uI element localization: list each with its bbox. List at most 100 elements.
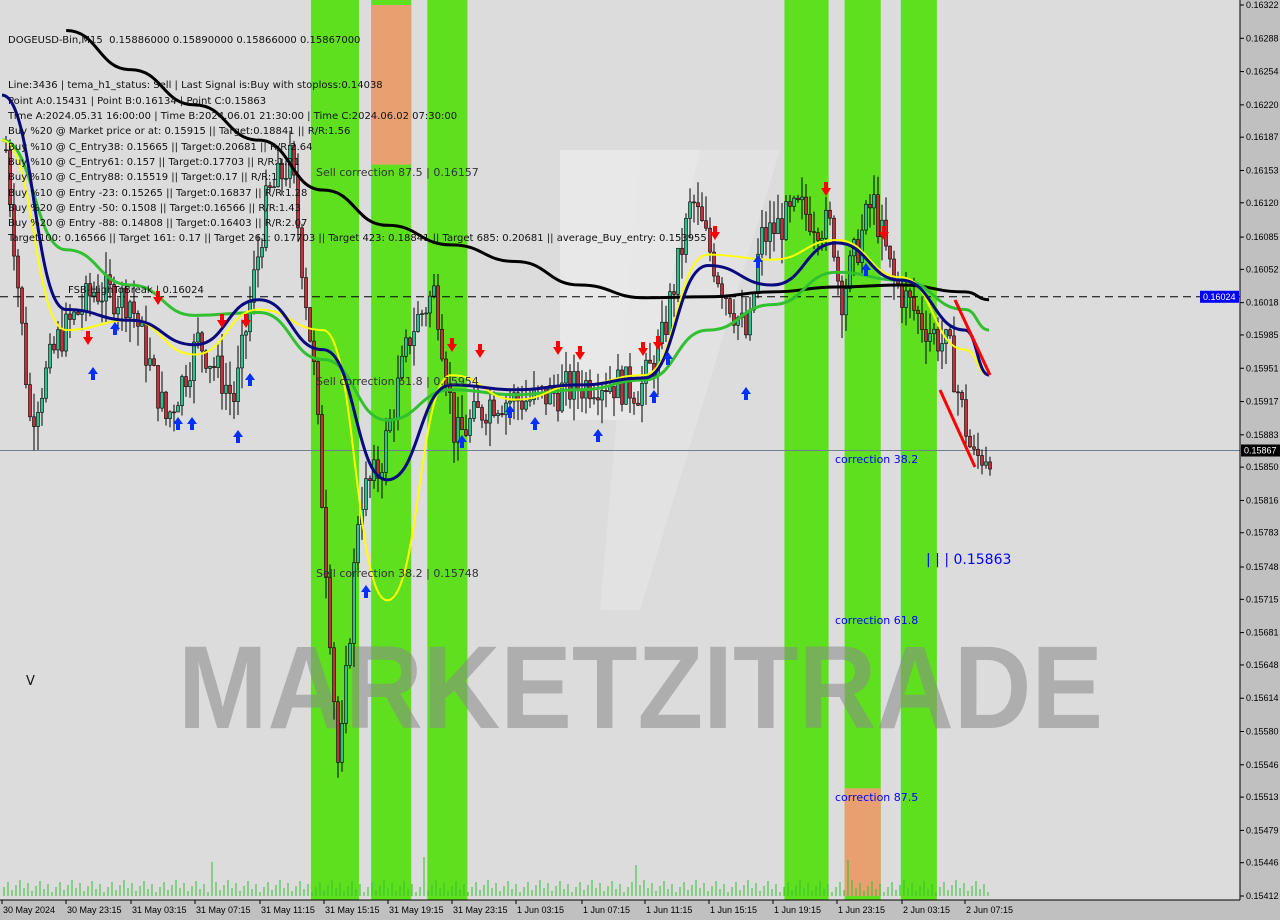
candle-body [308, 307, 312, 342]
candle [336, 696, 340, 778]
candle-body [328, 577, 332, 649]
candle-body [860, 229, 864, 263]
candle [308, 306, 312, 343]
y-tick-label: 0.16220 [1246, 100, 1279, 110]
candle [116, 297, 120, 331]
candle [600, 384, 604, 424]
candle [868, 194, 872, 228]
candle-body [60, 329, 64, 352]
candle [156, 364, 160, 422]
y-tick-label: 0.15883 [1246, 430, 1279, 440]
candle [980, 449, 984, 475]
candle [948, 325, 952, 339]
watermark-shape [600, 150, 780, 610]
candle [876, 176, 880, 244]
candle [940, 320, 944, 369]
candle-body [660, 321, 664, 344]
candle-body [556, 392, 560, 412]
x-tick-label: 30 May 2024 [3, 905, 55, 915]
candle-body [600, 390, 604, 401]
candle [172, 404, 176, 432]
candle [788, 194, 792, 223]
candle [280, 158, 284, 195]
candle-body [336, 701, 340, 763]
current-price-badge-bg [1241, 444, 1280, 457]
candle [704, 196, 708, 231]
candle [968, 429, 972, 449]
candle-body [48, 343, 52, 369]
candle-body [832, 217, 836, 258]
candle [168, 410, 172, 428]
y-tick-label: 0.16052 [1246, 264, 1279, 274]
candle [244, 329, 248, 359]
candle-body [36, 412, 40, 427]
candle [452, 392, 456, 463]
candle-body [172, 411, 176, 414]
sell-correction-618-label: Sell correction 61.8 | 0.15954 [316, 375, 479, 388]
candle [344, 645, 348, 734]
y-tick-label: 0.16288 [1246, 33, 1279, 43]
candle-body [176, 405, 180, 413]
candle-body [644, 359, 648, 384]
correction-382-label: correction 38.2 [835, 453, 919, 466]
candle-body [868, 203, 872, 209]
candle-body [712, 251, 716, 277]
candle [8, 139, 12, 218]
candle [492, 391, 496, 418]
candle [908, 287, 912, 319]
candle [928, 313, 932, 352]
candle-body [504, 402, 508, 416]
candle-body [292, 144, 296, 176]
candle-body [560, 382, 564, 412]
candle-body [352, 562, 356, 644]
candle-body [480, 407, 484, 421]
candle [20, 286, 24, 336]
candle [796, 194, 800, 203]
candle-body [872, 194, 876, 209]
candle-body [704, 220, 708, 229]
candle-body [416, 314, 420, 332]
candle-body [876, 194, 880, 238]
candle-body [648, 359, 652, 364]
x-tick-label: 2 Jun 07:15 [966, 905, 1013, 915]
y-tick-label: 0.15715 [1246, 594, 1279, 604]
candle [328, 564, 332, 655]
candle [180, 374, 184, 416]
candle [320, 404, 324, 509]
candle-body [952, 335, 956, 393]
sell-arrow-icon [575, 346, 585, 360]
ma-black-line [66, 28, 990, 302]
y-tick-label: 0.15748 [1246, 562, 1279, 572]
candle [220, 334, 224, 410]
x-tick-label: 31 May 11:15 [261, 905, 315, 915]
candle-body [324, 507, 328, 578]
candle-body [112, 284, 116, 315]
candle [232, 381, 236, 419]
y-tick-label: 0.15681 [1246, 628, 1279, 638]
candle [124, 279, 128, 333]
x-tick-label: 31 May 03:15 [132, 905, 187, 915]
candle [468, 409, 472, 443]
candle-body [672, 291, 676, 295]
buy-arrow-icon [233, 430, 243, 443]
sell-correction-382-label: Sell correction 38.2 | 0.15748 [316, 567, 479, 580]
candle-body [272, 186, 276, 189]
candle-body [516, 392, 520, 402]
candle [36, 401, 40, 450]
candle [808, 196, 812, 236]
sell-arrow-icon [879, 226, 889, 240]
candle-body [304, 277, 308, 308]
buy-arrow-icon [593, 429, 603, 442]
candle [304, 267, 308, 321]
candle-body [664, 321, 668, 335]
candle-body [256, 256, 260, 271]
candle [976, 432, 980, 469]
candle [96, 274, 100, 305]
candle [52, 336, 56, 354]
sell-arrow-icon [821, 182, 831, 196]
candle-body [520, 400, 524, 410]
candle-body [960, 392, 964, 400]
x-tick-label: 31 May 19:15 [389, 905, 444, 915]
